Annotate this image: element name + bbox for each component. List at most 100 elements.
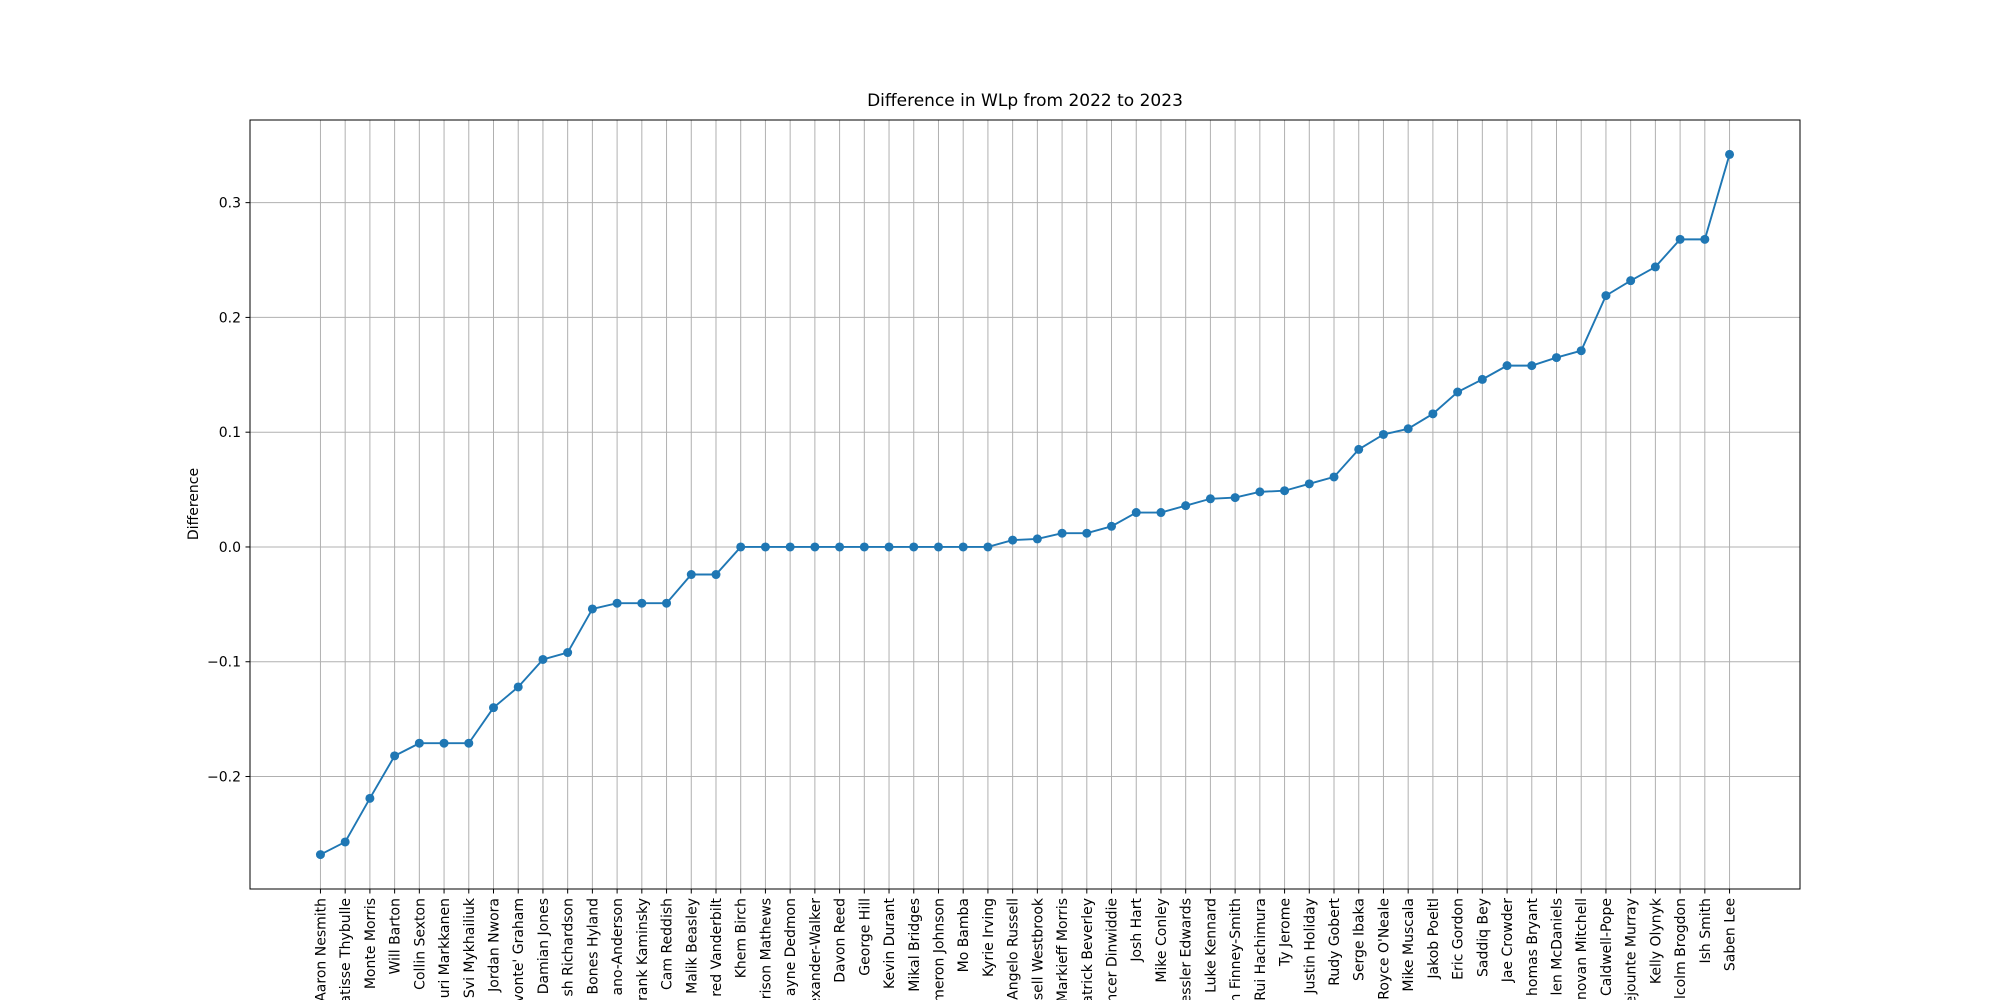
data-point — [859, 542, 869, 552]
x-tick-label: Jakob Poeltl — [1426, 898, 1442, 980]
x-tick-label: Markieff Morris — [1055, 898, 1071, 1000]
data-point — [390, 751, 400, 761]
x-tick-label: Ty Jerome — [1278, 898, 1294, 967]
x-tick-label: homas Bryant — [1525, 898, 1541, 996]
data-point — [365, 793, 375, 803]
data-point — [563, 648, 573, 658]
data-point — [1280, 486, 1290, 496]
x-tick-label: ano-Anderson — [610, 898, 626, 995]
x-tick-label: n Finney-Smith — [1228, 898, 1244, 1000]
x-tick-label: ejounte Murray — [1624, 898, 1640, 1000]
data-point — [439, 738, 449, 748]
data-point — [612, 598, 622, 608]
data-point — [513, 682, 523, 692]
data-point — [1725, 149, 1735, 159]
grid-layer — [250, 120, 1800, 889]
x-tick-label: essler Edwards — [1179, 898, 1195, 1000]
x-tick-label: Will Barton — [388, 898, 404, 975]
data-point — [1626, 276, 1636, 286]
x-tick-label: Monte Morris — [363, 898, 379, 989]
x-tick-label: Royce O'Neale — [1376, 898, 1392, 1000]
data-point — [1700, 234, 1710, 244]
data-point — [835, 542, 845, 552]
x-tick-label: Mike Conley — [1154, 898, 1170, 983]
data-point — [1576, 346, 1586, 356]
data-point — [1329, 472, 1339, 482]
x-tick-label: Josh Hart — [1129, 897, 1145, 962]
data-point — [1181, 501, 1191, 511]
plot-area — [250, 120, 1800, 889]
x-tick-label: Serge Ibaka — [1352, 898, 1368, 981]
series-line — [320, 154, 1731, 856]
data-point — [1107, 521, 1117, 531]
x-tick-label: Kelly Olynyk — [1648, 897, 1664, 984]
data-point — [1477, 374, 1487, 384]
x-tick-label: Davon Reed — [833, 898, 849, 983]
x-tick-label: Collin Sexton — [412, 898, 428, 990]
data-point — [983, 542, 993, 552]
x-tick-label: Bones Hyland — [585, 898, 601, 994]
data-point — [711, 570, 721, 580]
data-point — [1205, 494, 1215, 504]
y-axis-label: Difference — [186, 468, 202, 540]
x-tick-label: Justin Holiday — [1302, 898, 1318, 995]
x-tick-label: ncer Dinwiddie — [1105, 898, 1121, 1000]
x-tick-label: Malik Beasley — [684, 898, 700, 994]
x-tick-label: sh Richardson — [561, 898, 577, 997]
data-point — [1675, 234, 1685, 244]
x-tick-label: Mikal Bridges — [907, 898, 923, 992]
data-point — [884, 542, 894, 552]
x-tick-label: exander-Walker — [808, 898, 824, 1000]
x-tick-label: rison Mathews — [758, 898, 774, 999]
x-tick-label: Jae Crowder — [1500, 898, 1516, 984]
data-point — [810, 542, 820, 552]
x-tick-label: Saben Lee — [1723, 898, 1739, 971]
x-tick-label: Angelo Russell — [1006, 898, 1022, 1000]
data-point — [1032, 534, 1042, 544]
data-point — [785, 542, 795, 552]
data-point — [1403, 424, 1413, 434]
x-tick-label: Saddiq Bey — [1475, 898, 1491, 977]
data-point — [1131, 508, 1141, 518]
y-tick-label: −0.2 — [207, 770, 241, 786]
data-point — [1057, 528, 1067, 538]
data-point — [1428, 409, 1438, 419]
x-tick-label: Rui Hachimura — [1253, 898, 1269, 1000]
x-tick-label: Caldwell-Pope — [1599, 898, 1615, 996]
x-tick-label: atisse Thybulle — [338, 898, 354, 1000]
y-tick-label: 0.1 — [219, 425, 241, 441]
x-tick-label: rank Kaminsky — [635, 898, 651, 1000]
x-tick-label: len McDaniels — [1549, 898, 1565, 996]
x-tick-label: sell Westbrook — [1030, 897, 1046, 1000]
x-tick-label: George Hill — [857, 898, 873, 976]
x-tick-label: novan Mitchell — [1574, 898, 1590, 1000]
data-point — [1527, 361, 1537, 371]
data-point — [662, 598, 672, 608]
x-tick-label: red Vanderbilt — [709, 898, 725, 997]
data-point — [686, 570, 696, 580]
chart-title: Difference in WLp from 2022 to 2023 — [867, 91, 1183, 111]
y-tick-label: −0.1 — [207, 655, 241, 671]
axes-frame — [249, 119, 1801, 890]
x-tick-label: Kyrie Irving — [981, 898, 997, 977]
x-tick-label: Svi Mykhailiuk — [462, 897, 478, 998]
x-tick-label: Eric Gordon — [1451, 898, 1467, 980]
data-point — [736, 542, 746, 552]
data-point — [414, 738, 424, 748]
x-tick-label: Mo Bamba — [956, 898, 972, 972]
data-point — [933, 542, 943, 552]
data-point — [340, 837, 350, 847]
data-layer — [315, 149, 1735, 860]
x-tick-label: ayne Dedmon — [783, 898, 799, 996]
data-point — [538, 654, 548, 664]
x-tick-label: Aaron Nesmith — [313, 898, 329, 1000]
data-point — [958, 542, 968, 552]
x-tick-label: uri Markkanen — [437, 898, 453, 998]
y-tick-label: 0.2 — [219, 310, 241, 326]
data-point — [1255, 487, 1265, 497]
data-point — [489, 703, 499, 713]
data-point — [1601, 291, 1611, 301]
data-point — [1156, 508, 1166, 518]
